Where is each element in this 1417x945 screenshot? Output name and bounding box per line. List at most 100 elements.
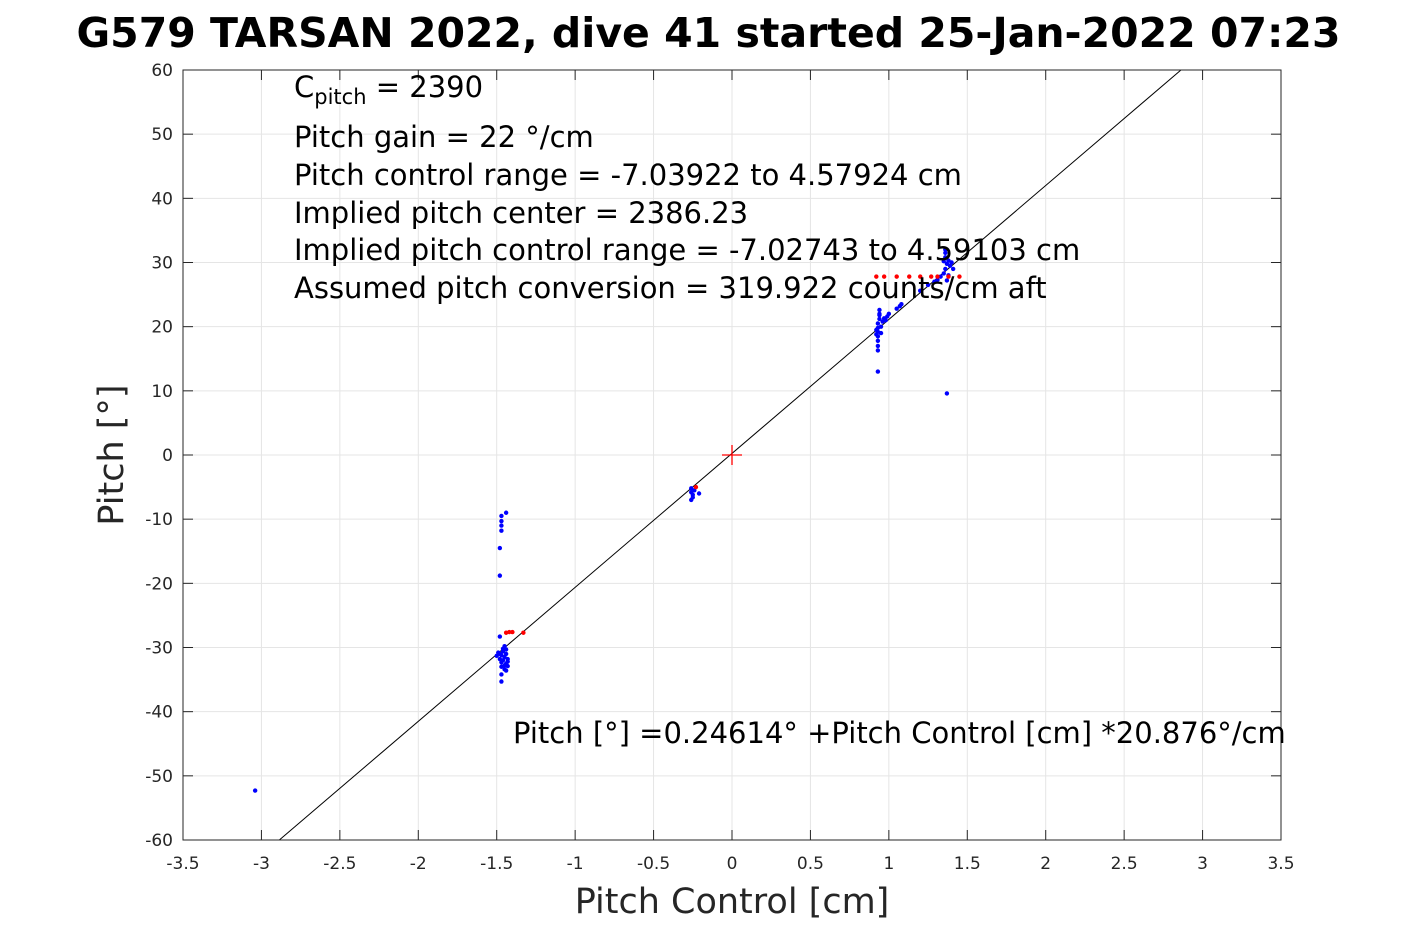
data-point (894, 274, 899, 279)
data-point (957, 274, 962, 279)
data-point (689, 497, 694, 503)
data-point (499, 518, 504, 524)
x-tick-label: 0 (727, 854, 738, 874)
implied-range-annotation: Implied pitch control range = -7.02743 t… (294, 233, 1081, 267)
data-point (875, 343, 881, 349)
fit-equation-annotation: Pitch [°] =0.24614° +Pitch Control [cm] … (513, 716, 1286, 750)
data-point (874, 327, 879, 333)
y-tick-label: 20 (151, 318, 173, 338)
data-point (949, 260, 954, 265)
data-point (497, 545, 503, 551)
x-tick-label: -2.5 (323, 854, 356, 874)
conversion-annotation: Assumed pitch conversion = 319.922 count… (294, 271, 1047, 305)
data-point (499, 664, 504, 669)
y-tick-label: -10 (145, 510, 173, 530)
data-point (878, 330, 884, 336)
data-point (907, 274, 912, 279)
data-point (946, 274, 951, 279)
y-axis-label: Pitch [°] (92, 384, 132, 526)
data-point (252, 788, 258, 793)
data-point (497, 573, 503, 578)
data-point (918, 274, 923, 279)
data-point (886, 311, 892, 317)
y-tick-label: -20 (145, 574, 173, 594)
data-point (925, 282, 931, 288)
chart-title: G579 TARSAN 2022, dive 41 started 25-Jan… (76, 9, 1341, 57)
x-tick-label: -3 (253, 854, 270, 874)
cpitch-subscript: pitch (314, 85, 367, 109)
data-point (510, 629, 515, 635)
data-point (875, 338, 881, 343)
data-point (499, 528, 504, 533)
data-point (503, 651, 509, 657)
data-point (943, 250, 948, 256)
data-point (938, 274, 943, 279)
x-tick-label: -0.5 (637, 854, 670, 874)
control-range-annotation: Pitch control range = -7.03922 to 4.5792… (294, 158, 962, 192)
data-point (878, 324, 884, 329)
data-point (874, 332, 879, 337)
data-point (943, 247, 948, 252)
data-point (877, 312, 882, 318)
x-tick-label: -2 (410, 854, 427, 874)
data-point (918, 288, 923, 293)
data-point (505, 659, 510, 664)
data-point (943, 255, 948, 260)
x-tick-label: -3.5 (166, 854, 199, 874)
data-point (499, 672, 504, 677)
x-tick-label: 2 (1040, 854, 1051, 874)
x-tick-label: 0.5 (797, 854, 824, 874)
data-point (877, 316, 882, 322)
data-point (875, 348, 881, 353)
x-tick-label: 1.5 (954, 854, 981, 874)
y-tick-label: -40 (145, 703, 173, 723)
data-point (499, 679, 504, 684)
data-point (883, 318, 888, 323)
data-point (875, 321, 881, 326)
data-point (505, 663, 510, 669)
data-point (503, 668, 509, 673)
cpitch-symbol: C (294, 70, 315, 104)
y-tick-label: -60 (145, 831, 173, 851)
x-tick-label: -1 (567, 854, 584, 874)
data-point (521, 630, 526, 635)
data-point (500, 658, 506, 663)
data-point (877, 307, 882, 313)
data-point (950, 266, 956, 272)
data-point (693, 484, 699, 490)
y-tick-label: 60 (151, 61, 173, 81)
center-marker-group (722, 445, 742, 465)
data-point (935, 274, 940, 279)
y-tick-label: 0 (162, 446, 173, 466)
x-tick-label: -1.5 (480, 854, 513, 874)
data-point (944, 391, 950, 396)
y-tick-label: 50 (151, 125, 173, 145)
x-tick-label: 3.5 (1267, 854, 1294, 874)
data-point (881, 274, 887, 279)
data-point (935, 277, 940, 283)
data-point (494, 653, 499, 659)
cpitch-annotation: Cpitch = 2390 (294, 70, 484, 108)
x-tick-label: 1 (883, 854, 894, 874)
data-point (941, 259, 946, 264)
axis-ticks: -3.5 -3 -2.5 -2 -1.5 -1 -0.5 0 0.5 1 1.5 2 2.5 3 3.5 -6… (145, 61, 1294, 874)
data-point (696, 491, 702, 496)
data-point (503, 510, 509, 515)
data-points (252, 247, 962, 793)
data-point (497, 634, 503, 639)
y-tick-label: -50 (145, 767, 173, 787)
data-point (941, 271, 946, 276)
data-point (899, 302, 904, 307)
data-point (944, 278, 950, 283)
x-axis-label: Pitch Control [cm] (574, 882, 890, 922)
data-point (929, 274, 934, 279)
data-point (507, 629, 512, 635)
y-tick-label: 10 (151, 382, 173, 402)
data-point (503, 647, 509, 652)
data-point (874, 274, 879, 279)
cpitch-value: = 2390 (366, 70, 484, 104)
data-point (499, 513, 504, 519)
pitch-gain-annotation: Pitch gain = 22 °/cm (294, 120, 594, 154)
